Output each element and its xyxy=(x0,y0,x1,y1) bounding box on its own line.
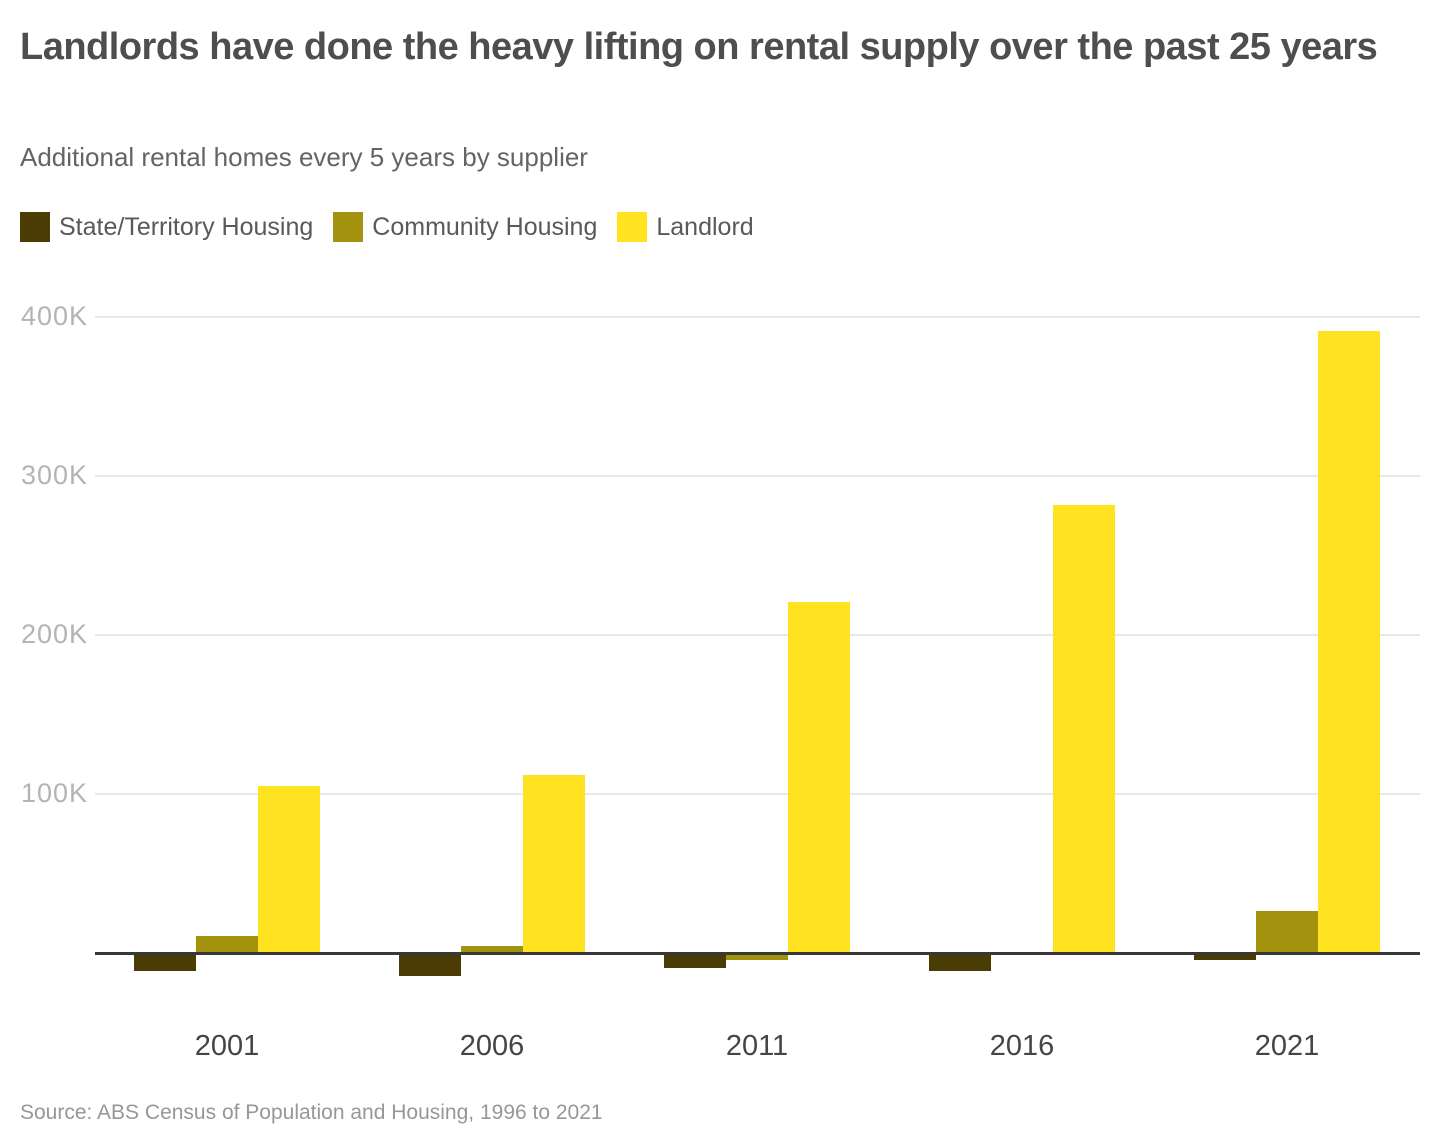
bar-state-territory-housing-2006 xyxy=(399,953,461,976)
legend-item-community-housing: Community Housing xyxy=(333,212,597,242)
x-tick-label: 2021 xyxy=(1254,1030,1320,1062)
chart-title: Landlords have done the heavy lifting on… xyxy=(20,26,1378,68)
x-axis-zero-line xyxy=(95,952,1420,955)
legend-label: State/Territory Housing xyxy=(59,212,314,241)
bar-state-territory-housing-2001 xyxy=(134,953,196,971)
gridline-100k xyxy=(95,793,1420,796)
legend-swatch-icon xyxy=(333,212,364,242)
legend: State/Territory Housing Community Housing… xyxy=(20,212,754,242)
source-note: Source: ABS Census of Population and Hou… xyxy=(20,1101,603,1124)
x-tick-label: 2016 xyxy=(989,1030,1055,1062)
bar-landlord-2021 xyxy=(1318,331,1380,954)
bar-state-territory-housing-2021 xyxy=(1194,953,1256,960)
bar-landlord-2011 xyxy=(788,601,850,954)
legend-item-state-territory-housing: State/Territory Housing xyxy=(20,212,313,242)
legend-swatch-icon xyxy=(617,212,648,242)
bar-state-territory-housing-2016 xyxy=(929,953,991,971)
bar-community-housing-2006 xyxy=(461,945,523,954)
bar-landlord-2006 xyxy=(523,775,585,954)
bar-state-territory-housing-2011 xyxy=(664,953,726,968)
gridline-400k xyxy=(95,316,1420,318)
bar-landlord-2016 xyxy=(1053,504,1115,954)
y-tick-label: 200K xyxy=(20,619,88,650)
gridline-200k xyxy=(95,634,1420,637)
x-tick-label: 2001 xyxy=(194,1030,260,1062)
legend-swatch-icon xyxy=(20,212,50,242)
legend-label: Landlord xyxy=(656,212,754,241)
bar-community-housing-2001 xyxy=(196,935,258,954)
y-tick-label: 400K xyxy=(20,301,88,331)
legend-item-landlord: Landlord xyxy=(617,212,754,242)
gridline-300k xyxy=(95,475,1420,478)
y-tick-label: 100K xyxy=(20,778,88,809)
chart-subtitle: Additional rental homes every 5 years by… xyxy=(20,142,588,172)
x-tick-label: 2011 xyxy=(725,1030,789,1062)
bar-community-housing-2011 xyxy=(726,953,788,960)
x-tick-label: 2006 xyxy=(459,1030,525,1062)
bar-landlord-2001 xyxy=(258,786,320,954)
bar-community-housing-2021 xyxy=(1256,910,1318,954)
legend-label: Community Housing xyxy=(372,212,598,241)
y-tick-label: 300K xyxy=(20,460,88,491)
